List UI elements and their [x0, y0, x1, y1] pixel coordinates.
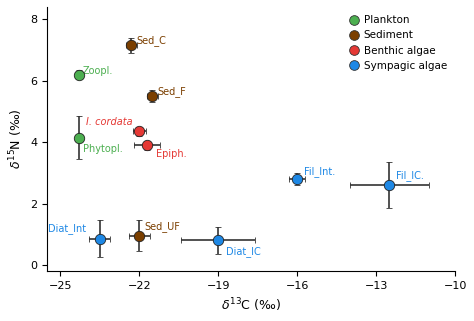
Text: Diat_Int: Diat_Int: [48, 223, 86, 234]
Legend: Plankton, Sediment, Benthic algae, Sympagic algae: Plankton, Sediment, Benthic algae, Sympa…: [347, 12, 450, 74]
Text: Zoopl.: Zoopl.: [82, 66, 113, 76]
Text: Sed_C: Sed_C: [137, 35, 166, 46]
Text: Fil_IC.: Fil_IC.: [396, 170, 424, 181]
Text: Diat_IC: Diat_IC: [226, 246, 261, 257]
Y-axis label: $\delta^{15}$N (‰): $\delta^{15}$N (‰): [7, 109, 25, 169]
Text: Sed_UF: Sed_UF: [145, 221, 180, 232]
Text: Fil_Int.: Fil_Int.: [304, 166, 335, 177]
Text: Epiph.: Epiph.: [156, 149, 187, 159]
Text: Sed_F: Sed_F: [158, 86, 186, 97]
X-axis label: $\delta^{13}$C (‰): $\delta^{13}$C (‰): [221, 297, 281, 314]
Text: Phytopl.: Phytopl.: [82, 144, 122, 154]
Text: I. cordata: I. cordata: [86, 117, 133, 127]
